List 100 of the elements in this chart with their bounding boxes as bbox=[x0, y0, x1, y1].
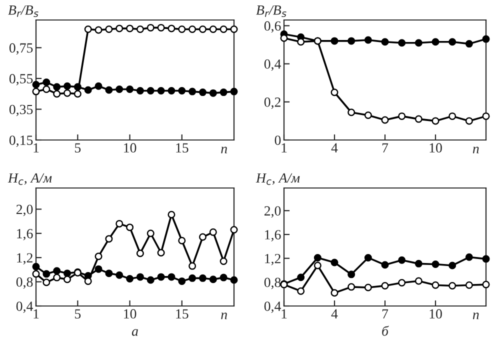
point bbox=[105, 235, 113, 243]
point bbox=[381, 261, 389, 269]
x-axis-title: n bbox=[221, 146, 227, 154]
point bbox=[465, 253, 473, 261]
point bbox=[157, 87, 165, 95]
point bbox=[32, 88, 40, 96]
point bbox=[53, 83, 61, 91]
point bbox=[209, 89, 217, 97]
point bbox=[42, 270, 50, 278]
y-tick-label: 0,55 bbox=[9, 74, 33, 86]
x-tick-label: 4 bbox=[331, 309, 338, 318]
point bbox=[297, 274, 305, 282]
point bbox=[432, 38, 440, 46]
point bbox=[146, 276, 154, 284]
y-tick-label: 0,75 bbox=[9, 43, 33, 55]
point bbox=[209, 276, 217, 284]
y-tick-label: 1,2 bbox=[265, 254, 280, 266]
point bbox=[398, 39, 406, 47]
y-axis-title: H$_{c}$, А/м bbox=[256, 173, 300, 185]
point bbox=[348, 283, 356, 291]
point bbox=[432, 260, 440, 268]
point bbox=[178, 87, 186, 95]
y-tick-label: 0,15 bbox=[9, 136, 33, 147]
point bbox=[398, 279, 406, 287]
y-tick-label: 0,4 bbox=[264, 59, 282, 71]
y-tick-label: 0,8 bbox=[16, 277, 33, 289]
point bbox=[465, 117, 473, 125]
point bbox=[136, 250, 144, 258]
point bbox=[74, 90, 82, 98]
x-tick-label: 4 bbox=[331, 143, 338, 152]
point bbox=[220, 257, 228, 265]
y-tick-label: 0,4 bbox=[264, 302, 282, 313]
point bbox=[330, 289, 338, 297]
point bbox=[188, 88, 196, 96]
point bbox=[105, 25, 113, 33]
x-tick-label: 10 bbox=[430, 309, 442, 319]
point bbox=[168, 87, 176, 95]
x-tick-label: 5 bbox=[75, 309, 81, 319]
point bbox=[448, 262, 456, 270]
x-tick-label: 7 bbox=[382, 143, 388, 152]
point bbox=[448, 38, 456, 46]
point bbox=[381, 38, 389, 46]
point bbox=[188, 25, 196, 33]
point bbox=[94, 26, 102, 34]
point bbox=[381, 282, 389, 290]
point bbox=[482, 35, 490, 43]
point bbox=[53, 274, 61, 282]
y-tick-label: 0,2 bbox=[264, 97, 280, 109]
point bbox=[116, 24, 124, 32]
point bbox=[94, 265, 102, 273]
y-axis-title: H$_{c}$, А/м bbox=[8, 173, 52, 185]
y-tick-label: 2,0 bbox=[264, 206, 281, 218]
point bbox=[116, 85, 124, 93]
x-tick-label: 5 bbox=[75, 143, 81, 153]
point bbox=[209, 25, 217, 33]
point bbox=[146, 24, 154, 32]
point bbox=[348, 108, 356, 116]
point bbox=[414, 115, 422, 123]
point bbox=[64, 270, 72, 278]
point bbox=[448, 282, 456, 290]
x-tick-label: 7 bbox=[382, 309, 388, 318]
x-axis-title: n bbox=[221, 312, 227, 320]
point bbox=[220, 88, 228, 96]
point bbox=[64, 276, 72, 284]
point bbox=[198, 274, 206, 282]
point bbox=[348, 37, 356, 45]
point bbox=[84, 25, 92, 33]
y-tick-label: 0 bbox=[274, 136, 281, 145]
point bbox=[136, 273, 144, 281]
y-axis-title: B$_{r}$/B$_{s}$ bbox=[256, 5, 286, 18]
y-tick-label: 0,8 bbox=[264, 278, 281, 290]
point bbox=[209, 228, 217, 236]
point bbox=[64, 89, 72, 97]
point bbox=[198, 25, 206, 33]
point bbox=[105, 86, 113, 94]
point bbox=[364, 284, 372, 292]
point bbox=[116, 220, 124, 228]
point bbox=[198, 88, 206, 96]
point bbox=[448, 112, 456, 120]
point bbox=[198, 233, 206, 241]
point bbox=[482, 280, 490, 288]
point bbox=[364, 254, 372, 262]
y-tick-label: 1,2 bbox=[17, 253, 32, 265]
point bbox=[297, 38, 305, 46]
point bbox=[220, 274, 228, 282]
point bbox=[42, 78, 50, 86]
point bbox=[84, 277, 92, 285]
point bbox=[126, 275, 134, 283]
point bbox=[53, 267, 61, 275]
point bbox=[188, 262, 196, 270]
point bbox=[126, 85, 134, 93]
x-tick-label: 10 bbox=[124, 309, 136, 319]
point bbox=[42, 85, 50, 93]
x-axis-title: n bbox=[472, 146, 479, 154]
point bbox=[414, 260, 422, 268]
point bbox=[330, 258, 338, 266]
point bbox=[146, 230, 154, 238]
point bbox=[42, 278, 50, 286]
point bbox=[94, 82, 102, 90]
point bbox=[136, 87, 144, 95]
